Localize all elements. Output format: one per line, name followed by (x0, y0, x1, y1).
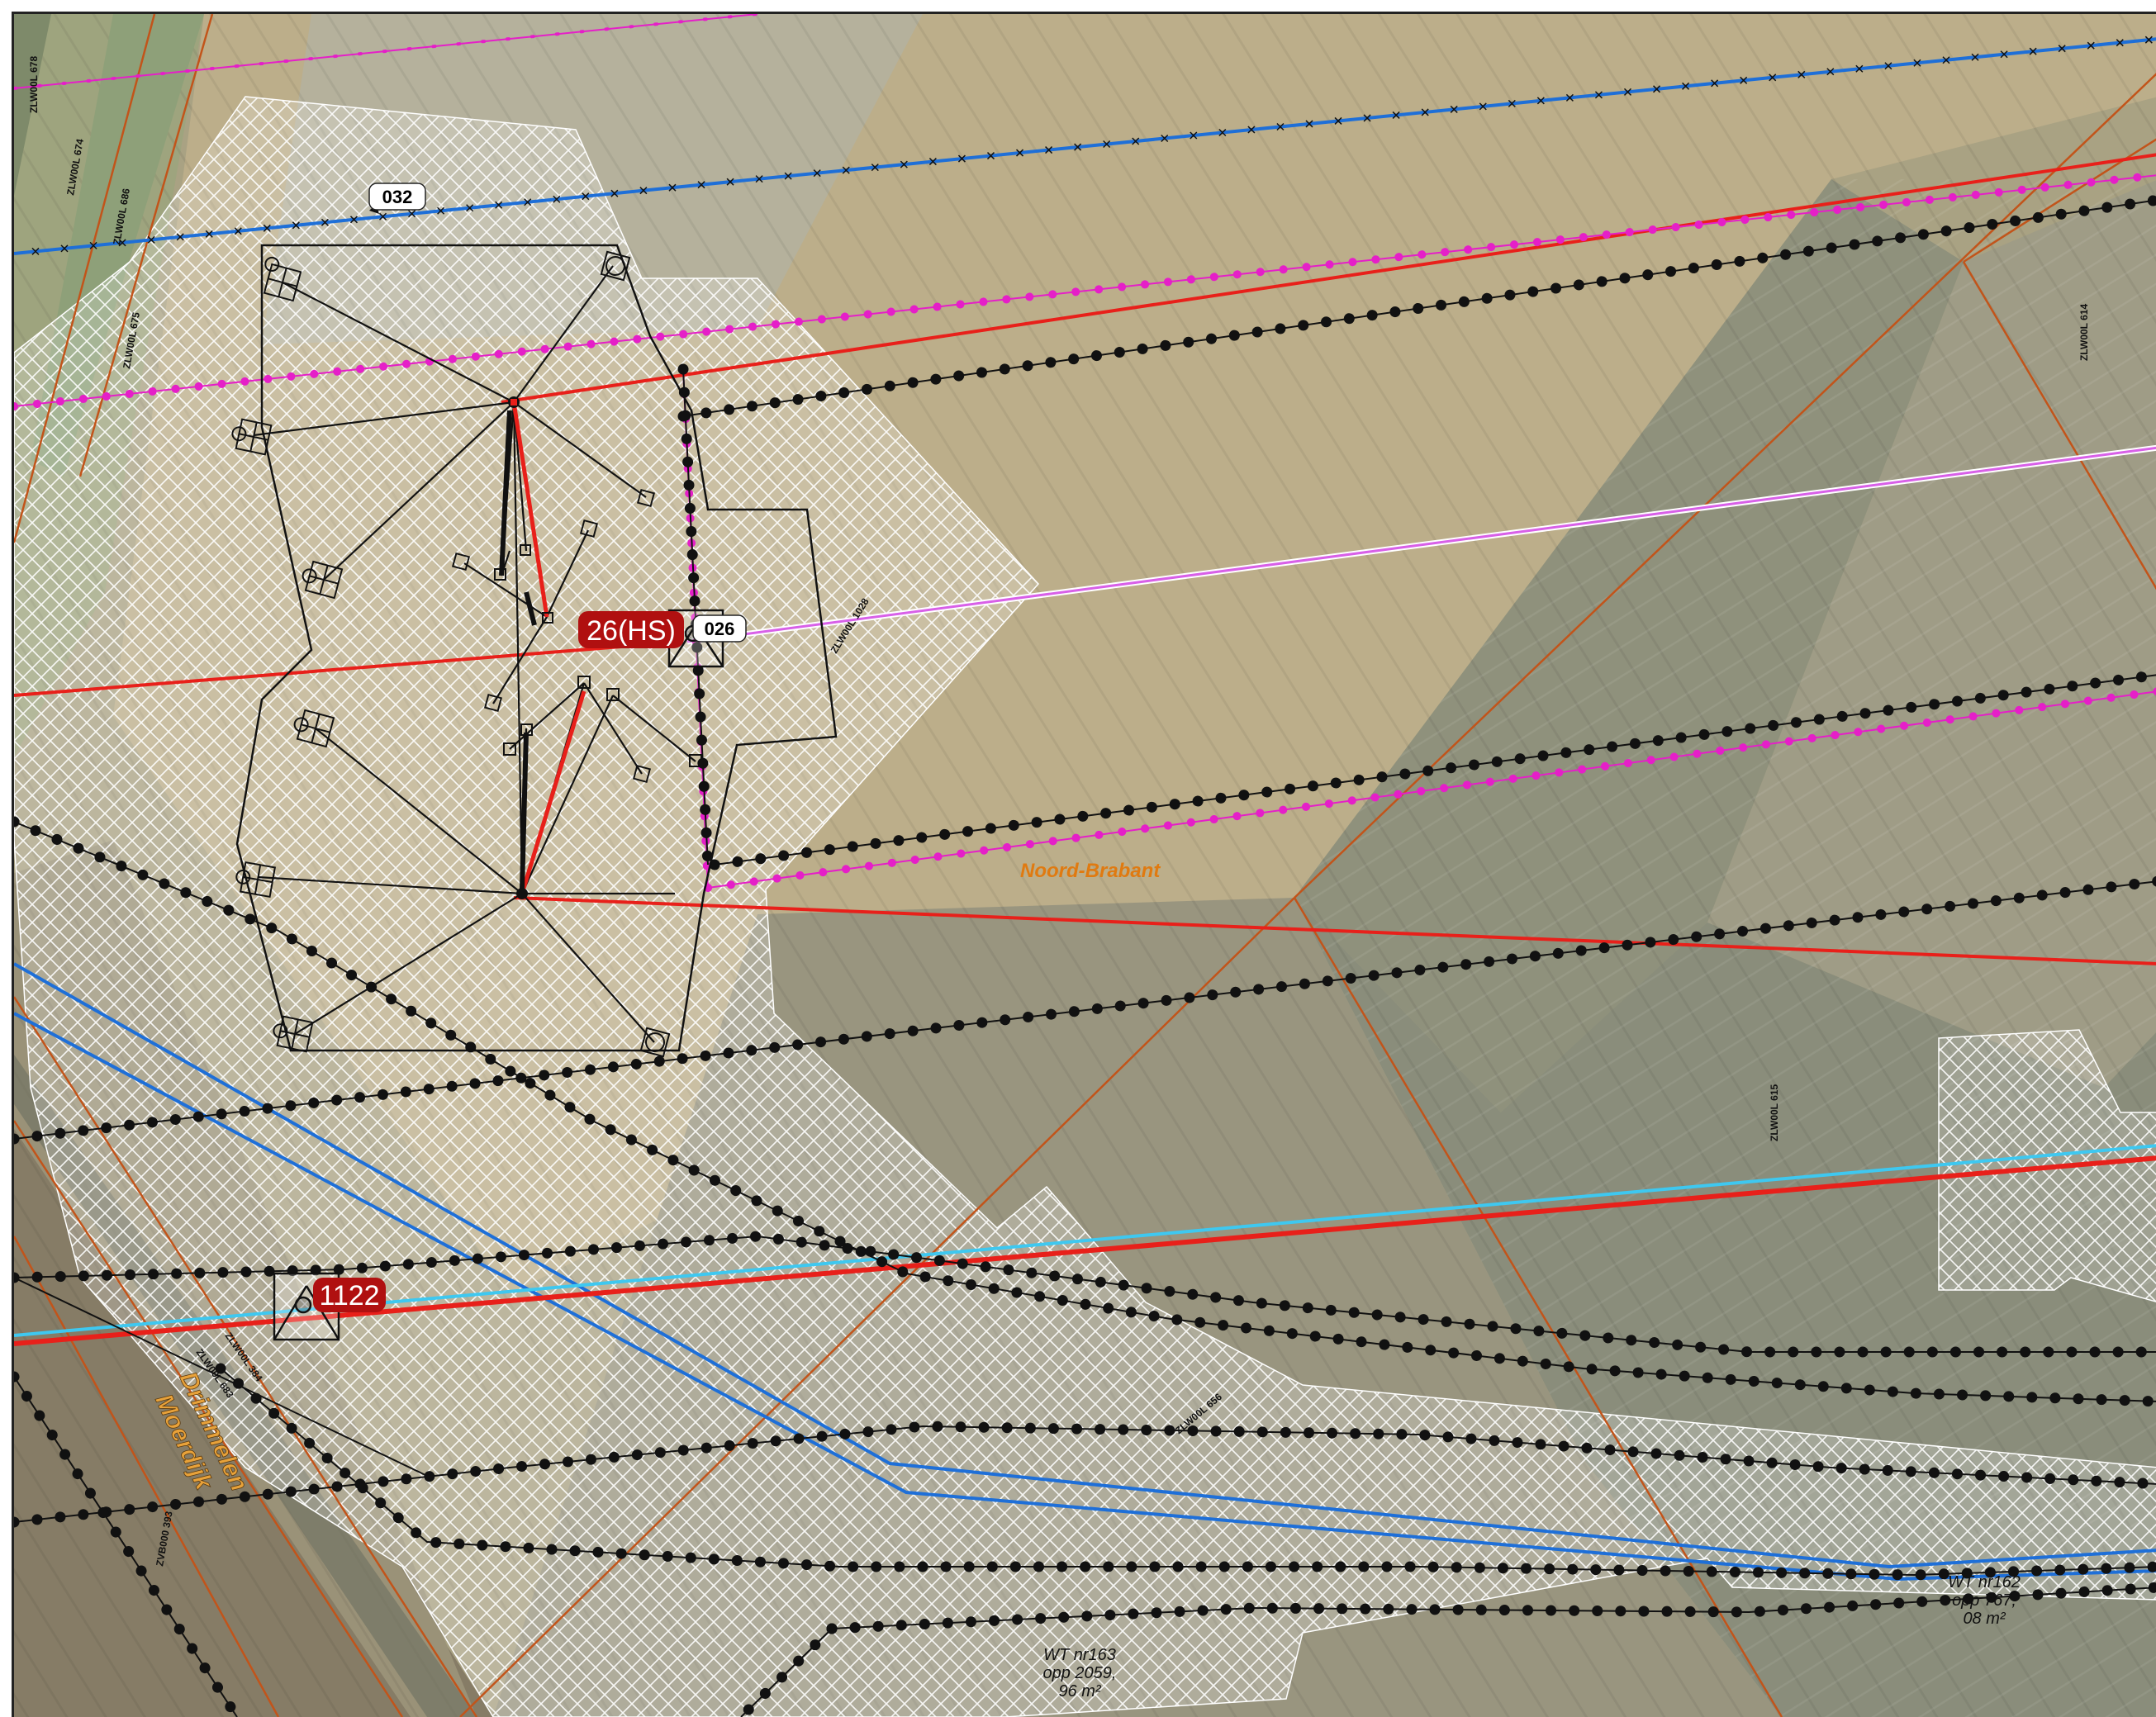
electrodes (451, 488, 702, 784)
wt163-line2: opp 2059, (1043, 1664, 1117, 1682)
red-earthing (511, 401, 586, 894)
wt162-annotation: WT nr162 opp 767, 08 m² (1948, 1573, 2021, 1628)
wt163-annotation: WT nr163 opp 2059, 96 m² (1043, 1646, 1117, 1700)
black-earthing (499, 410, 537, 890)
parcel-boundaries (14, 14, 2156, 1717)
road-label-r615: ZLW00L 615 (1769, 1084, 1780, 1141)
wt163-line1: WT nr163 (1043, 1646, 1116, 1664)
black-dotted-lines (14, 194, 2156, 1717)
blue-line-double-b (14, 1012, 2156, 1582)
wt162-line3: 08 m² (1963, 1610, 2006, 1628)
blue-line-double-a (14, 962, 2156, 1569)
hatch-zone-main (14, 96, 2156, 1717)
red-tag-1122[interactable]: 1122 (313, 1278, 386, 1312)
tag-026-label: 026 (705, 619, 735, 639)
substation-fence (235, 244, 838, 1052)
road-label-r678: ZLW00L 678 (28, 56, 40, 113)
substation-site (235, 244, 838, 1052)
wt162-line2: opp 767, (1952, 1591, 2016, 1610)
red-tag-26hs-label: 26(HS) (586, 615, 676, 647)
mast-footings (231, 250, 671, 1058)
wt162-line1: WT nr162 (1948, 1573, 2021, 1591)
wt163-line3: 96 m² (1058, 1682, 1101, 1700)
earthing-nodes (508, 396, 528, 899)
hatch-zone-main-fill (14, 97, 2156, 1717)
red-tag-26hs[interactable]: 26(HS) (578, 611, 684, 648)
map-frame[interactable]: 032 026 26(HS) 1122 ZLW00L 678 ZLW00L 67… (12, 12, 2156, 1717)
tag-032[interactable]: 032 (368, 183, 426, 214)
blue-line-ticks (31, 36, 2153, 255)
map-canvas[interactable]: 032 026 26(HS) 1122 ZLW00L 678 ZLW00L 67… (14, 14, 2156, 1717)
red-hv-lines (14, 153, 2156, 1346)
red-tag-1122-label: 1122 (319, 1280, 379, 1311)
road-label-r614: ZLW00L 614 (2078, 304, 2090, 361)
tag-032-label: 032 (382, 187, 413, 207)
tag-026[interactable]: 026 (692, 614, 747, 643)
violet-cable (686, 444, 2156, 645)
place-noord-brabant: Noord-Brabant (1020, 860, 1161, 882)
